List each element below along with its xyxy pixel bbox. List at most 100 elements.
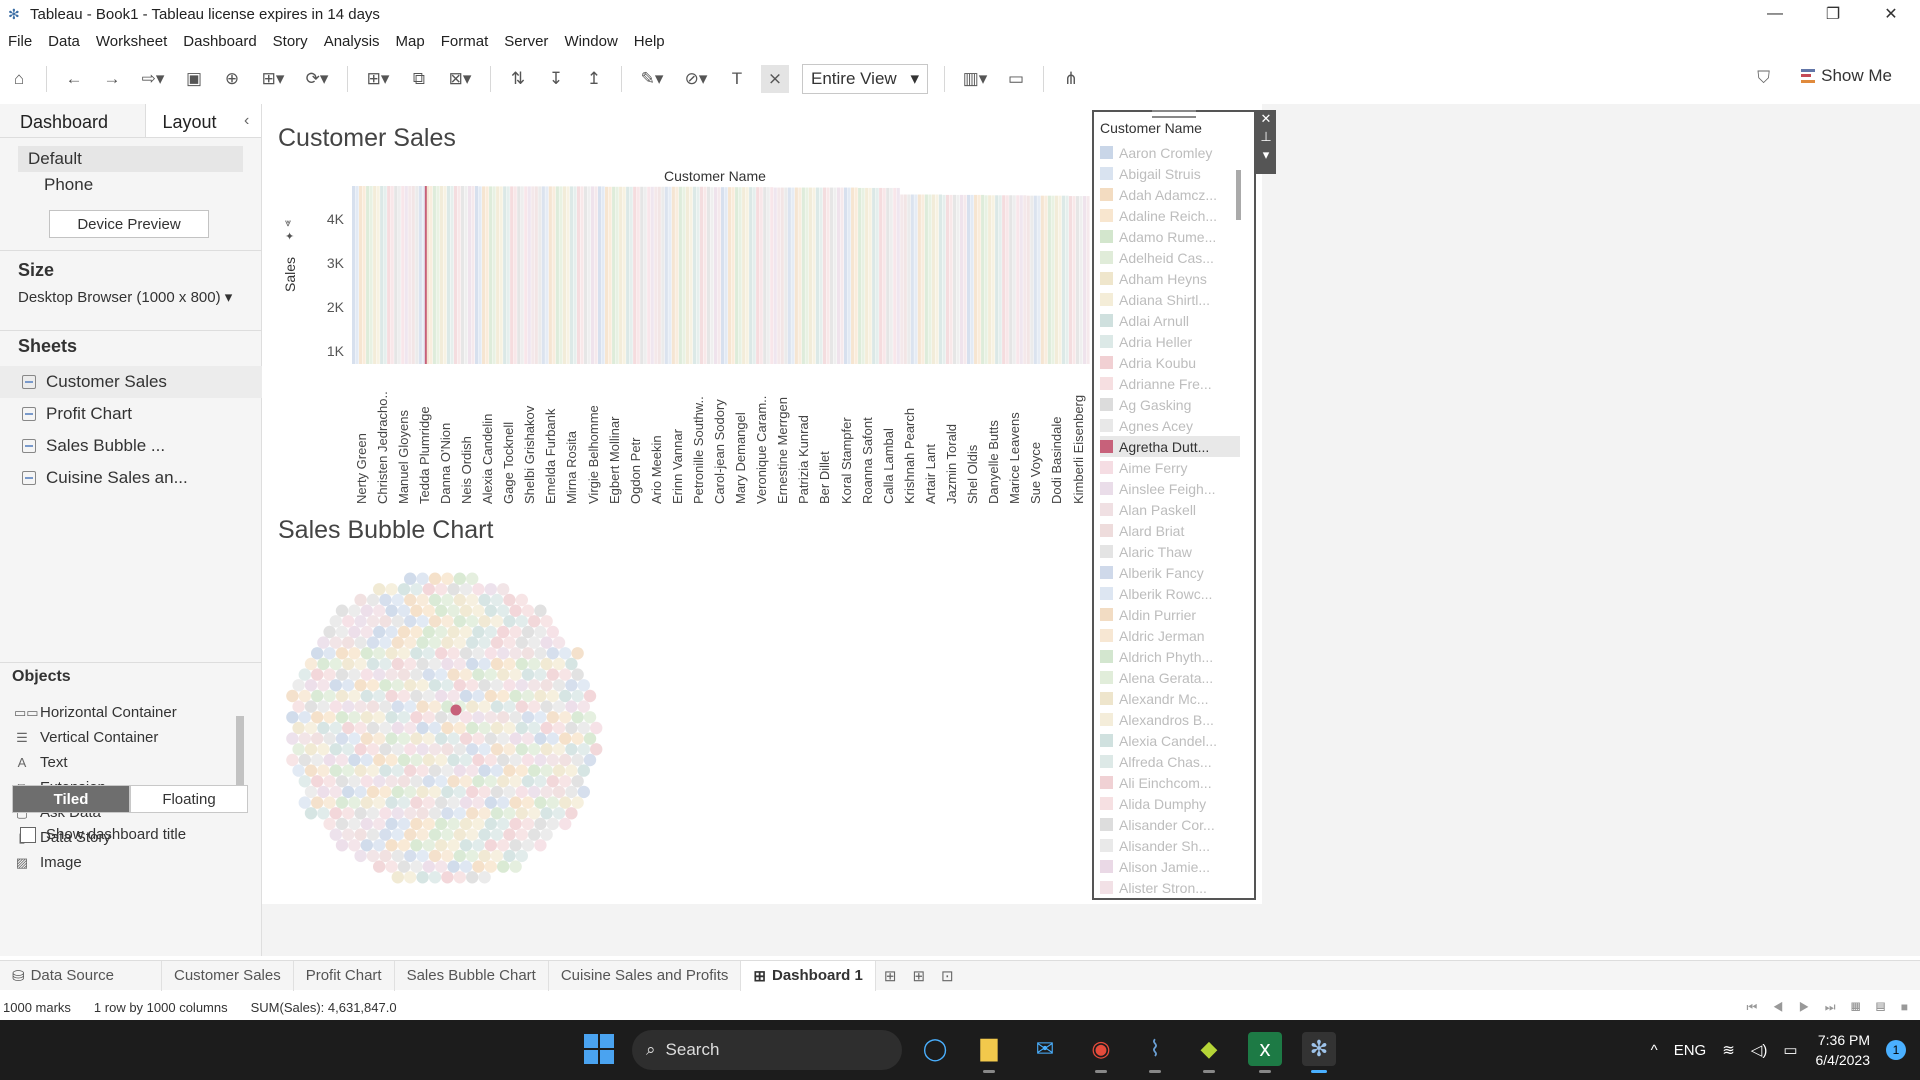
sheet-item[interactable]: Profit Chart (0, 398, 262, 430)
sales-bar[interactable] (531, 186, 535, 364)
menu-file[interactable]: File (8, 33, 33, 50)
sales-bubble[interactable] (422, 711, 435, 724)
sales-bar[interactable] (559, 186, 563, 364)
swap-icon[interactable]: ⇅ (510, 69, 526, 88)
sales-bubble[interactable] (484, 625, 497, 639)
sales-bubble[interactable] (404, 849, 417, 863)
sales-bar[interactable] (401, 186, 405, 364)
sales-bubble[interactable] (503, 807, 516, 820)
sales-bar[interactable] (383, 186, 387, 364)
sales-bar[interactable] (882, 187, 886, 364)
sales-bubble[interactable] (397, 860, 411, 873)
sales-bubble[interactable] (428, 807, 442, 820)
sales-bar[interactable] (1040, 195, 1044, 364)
sales-bubble[interactable] (404, 636, 417, 649)
sales-bar[interactable] (875, 187, 879, 364)
sales-bubble[interactable] (528, 657, 541, 671)
sales-bubble[interactable] (441, 615, 454, 628)
sales-bar[interactable] (967, 194, 971, 364)
sales-bubble[interactable] (546, 753, 559, 767)
sales-bubble[interactable] (391, 743, 404, 756)
sales-bubble[interactable] (571, 647, 584, 660)
sales-bubble[interactable] (404, 764, 417, 777)
sales-bubble[interactable] (342, 657, 355, 671)
legend-item[interactable]: Alfreda Chas... (1100, 751, 1240, 772)
sales-bubble[interactable] (304, 743, 318, 756)
device-preview-button[interactable]: Device Preview (49, 210, 209, 238)
sales-bubble[interactable] (286, 732, 299, 745)
fix-axes-icon[interactable]: ⨯ (761, 65, 789, 93)
sales-bubble[interactable] (366, 721, 380, 735)
sales-bubble[interactable] (379, 657, 392, 671)
sales-bubble[interactable] (447, 668, 460, 681)
redo-icon[interactable]: → (103, 69, 121, 88)
sales-bubble[interactable] (428, 572, 442, 585)
sales-bar[interactable] (369, 186, 373, 364)
sales-bar[interactable] (643, 186, 647, 364)
sales-bubble[interactable] (509, 647, 522, 660)
device-phone[interactable]: Phone (44, 175, 94, 194)
sales-bubble[interactable] (311, 668, 324, 681)
sales-bar[interactable] (1005, 195, 1009, 364)
sales-bubble[interactable] (559, 817, 572, 831)
sales-bubble[interactable] (540, 743, 553, 756)
sales-bubble[interactable] (472, 689, 485, 703)
sales-bubble[interactable] (385, 753, 398, 767)
sales-bubble[interactable] (311, 753, 324, 767)
sales-bubble[interactable] (552, 743, 566, 756)
checkbox[interactable] (20, 826, 36, 843)
sales-bar[interactable] (552, 186, 556, 364)
sales-bar[interactable] (534, 186, 538, 364)
sales-bubble[interactable] (559, 775, 572, 788)
sales-bubble[interactable] (466, 615, 479, 628)
sales-bubble[interactable] (317, 679, 330, 692)
sales-bar[interactable] (404, 186, 408, 364)
sales-bubble[interactable] (335, 817, 349, 831)
sales-bubble[interactable] (478, 764, 491, 777)
sales-bubble[interactable] (410, 839, 423, 852)
sales-bubble[interactable] (348, 796, 361, 809)
sales-bubble[interactable] (323, 625, 336, 639)
sales-bubble[interactable] (422, 775, 435, 788)
menu-analysis[interactable]: Analysis (323, 33, 380, 50)
sheet-item[interactable]: Customer Sales (0, 366, 262, 398)
sales-bubble[interactable] (459, 860, 473, 873)
sales-bubble[interactable] (559, 689, 572, 703)
legend-item[interactable]: Alena Gerata... (1100, 667, 1240, 688)
sales-bubble[interactable] (466, 572, 479, 585)
sales-bubble[interactable] (497, 689, 510, 703)
sales-bubble[interactable] (447, 817, 460, 831)
legend-item[interactable]: Aime Ferry (1100, 457, 1240, 478)
sales-bubble[interactable] (397, 796, 411, 809)
sales-bubble[interactable] (441, 593, 454, 607)
legend-item[interactable]: Alisander Sh... (1100, 835, 1240, 856)
sales-bar[interactable] (373, 186, 377, 364)
mail-icon[interactable]: ✉ (1035, 1036, 1055, 1061)
sales-bubble[interactable] (484, 796, 497, 809)
sales-bubble[interactable] (366, 593, 380, 607)
sales-bubble[interactable] (528, 615, 541, 628)
sales-bubble[interactable] (497, 775, 510, 788)
sales-bubble[interactable] (528, 700, 541, 713)
sales-bubble[interactable] (428, 743, 442, 756)
sales-bubble[interactable] (466, 593, 479, 607)
sales-bar[interactable] (510, 186, 514, 364)
sales-bar[interactable] (742, 187, 746, 364)
sales-bubble[interactable] (552, 700, 566, 713)
sales-bubble[interactable] (416, 572, 429, 585)
sales-bubble[interactable] (323, 668, 336, 681)
sales-bubble[interactable] (422, 668, 435, 681)
pause-updates-icon[interactable]: ⊞▾ (261, 69, 285, 88)
object-image[interactable]: ▨ Image (14, 850, 234, 875)
sales-bubble[interactable] (540, 679, 553, 692)
sales-bubble[interactable] (311, 711, 324, 724)
sales-bubble[interactable] (379, 593, 392, 607)
sales-bubble[interactable] (466, 700, 479, 713)
sales-bubble[interactable] (373, 860, 386, 873)
sales-bubble[interactable] (397, 647, 411, 660)
sales-bubble[interactable] (472, 796, 485, 809)
sales-bar[interactable] (492, 186, 496, 364)
tab-sales-bubble-chart[interactable]: Sales Bubble Chart (395, 960, 549, 991)
sales-bubble[interactable] (435, 647, 448, 660)
sales-bubble[interactable] (410, 775, 423, 788)
